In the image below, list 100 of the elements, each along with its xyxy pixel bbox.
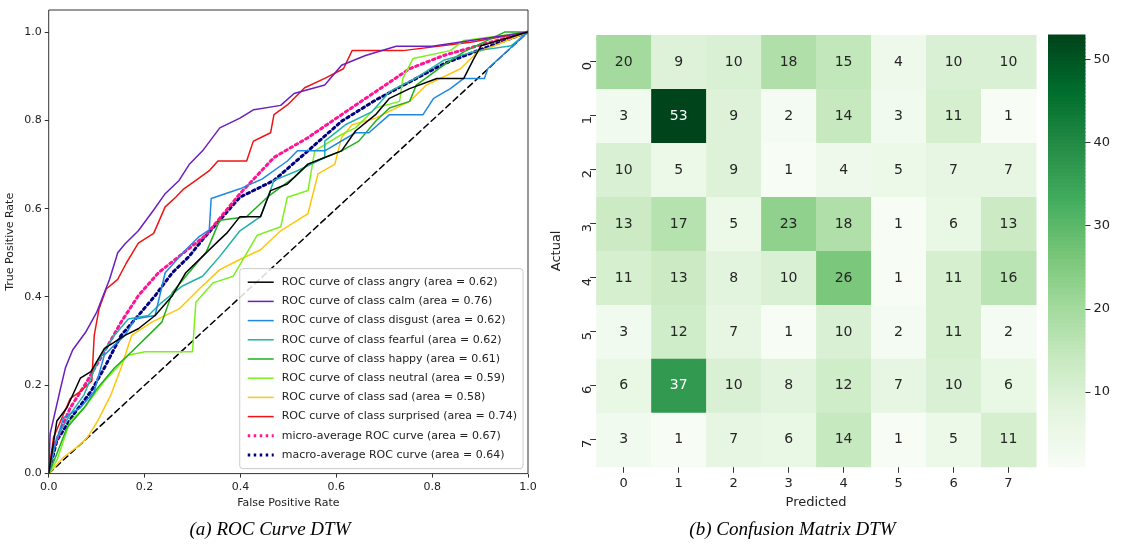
y-tick-label: 5 (578, 331, 594, 341)
data-label: 26 (834, 268, 853, 285)
text: (a) ROC Curve DTW (188, 518, 353, 540)
data-label: 11 (944, 268, 963, 285)
data-label: 18 (779, 52, 798, 69)
x-tick-label: 7 (1004, 474, 1013, 490)
legend-label: ROC curve of class calm (area = 0.76) (281, 294, 493, 308)
data-label: 10 (944, 376, 963, 393)
data-label: 8 (729, 268, 739, 285)
data-label: 1 (784, 160, 794, 177)
data-label: 7 (729, 322, 739, 339)
data-label: 1 (894, 214, 904, 231)
data-label: 23 (779, 214, 798, 231)
x-tick-label: 0.0 (39, 480, 58, 494)
x-tick-label: 0.4 (231, 480, 250, 494)
color-bar-label: 10 (1093, 383, 1110, 399)
color-bar-label: 50 (1093, 51, 1110, 67)
legend-label: ROC curve of class surprised (area = 0.74) (281, 409, 518, 423)
data-label: 7 (729, 430, 739, 447)
x-tick-label: 6 (949, 474, 958, 490)
data-label: 7 (1004, 160, 1013, 177)
data-label: 11 (944, 106, 963, 123)
data-label: 6 (949, 214, 959, 231)
x-tick-label: 5 (894, 474, 903, 490)
data-label: 53 (669, 106, 688, 123)
legend-label: ROC curve of class happy (area = 0.61) (281, 351, 500, 365)
text: (b) Confusion Matrix DTW (688, 518, 898, 540)
x-tick-label: 1 (674, 474, 683, 490)
data-label: 1 (674, 430, 684, 447)
data-label: 7 (894, 376, 904, 393)
y-tick-label: 0.6 (24, 201, 42, 215)
y-tick-label: 2 (578, 169, 594, 179)
color-bar-label: 30 (1093, 217, 1110, 233)
data-label: 18 (834, 214, 853, 231)
legend-label: ROC curve of class sad (area = 0.58) (281, 390, 486, 404)
legend-label: ROC curve of class angry (area = 0.62) (281, 275, 498, 289)
data-label: 1 (1004, 106, 1013, 123)
data-label: 10 (779, 268, 798, 285)
data-label: 3 (619, 430, 629, 447)
data-label: 10 (724, 52, 743, 69)
data-label: 1 (784, 322, 794, 339)
color-bar-label: 20 (1093, 300, 1110, 316)
data-label: 2 (784, 106, 794, 123)
x-tick-label: 0.6 (327, 480, 346, 494)
y-tick-label: 0.8 (24, 113, 42, 127)
legend-label: ROC curve of class fearful (area = 0.62) (281, 332, 502, 346)
y-tick-label: 0 (578, 61, 594, 71)
y-tick-label: 3 (578, 223, 594, 233)
data-label: 10 (944, 52, 963, 69)
data-label: 6 (784, 430, 794, 447)
data-label: 9 (729, 106, 739, 123)
data-label: 3 (894, 106, 904, 123)
data-label: 12 (834, 376, 853, 393)
data-label: 9 (674, 52, 684, 69)
data-label: 14 (834, 106, 853, 123)
data-label: 12 (669, 322, 688, 339)
data-label: 15 (834, 52, 853, 69)
legend-label: ROC curve of class neutral (area = 0.59) (281, 371, 506, 385)
x-tick-label: 1.0 (519, 480, 537, 494)
data-label: 5 (949, 430, 958, 447)
data-label: 17 (669, 214, 688, 231)
data-label: 20 (614, 52, 633, 69)
data-label: 5 (894, 160, 904, 177)
data-label: 10 (834, 322, 853, 339)
data-label: 5 (729, 214, 739, 231)
legend-label: ROC curve of class disgust (area = 0.62) (281, 313, 506, 327)
data-label: 8 (784, 376, 794, 393)
data-label: 13 (669, 268, 688, 285)
data-label: 7 (949, 160, 958, 177)
data-label: 3 (619, 106, 629, 123)
color-bar-label: 40 (1093, 134, 1110, 150)
data-label: 16 (999, 268, 1018, 285)
data-label: 4 (839, 160, 849, 177)
data-label: 2 (1004, 322, 1013, 339)
data-label: 3 (619, 322, 629, 339)
data-label: 10 (999, 52, 1018, 69)
data-label: 10 (614, 160, 633, 177)
data-label: 14 (834, 430, 853, 447)
data-label: 11 (944, 322, 963, 339)
x-tick-label: 4 (839, 474, 848, 490)
x-tick-label: 0.2 (135, 480, 154, 494)
x-tick-label: 0.8 (423, 480, 441, 494)
data-label: 2 (894, 322, 904, 339)
y-tick-label: 7 (578, 439, 594, 449)
data-label: 6 (619, 376, 629, 393)
data-label: 1 (894, 268, 904, 285)
y-tick-label: 1.0 (24, 24, 42, 38)
x-tick-label: 2 (729, 474, 738, 490)
data-label: 11 (999, 430, 1018, 447)
data-label: 13 (999, 214, 1018, 231)
legend-label: micro-average ROC curve (area = 0.67) (281, 428, 501, 442)
data-label: 1 (894, 430, 904, 447)
data-label: 37 (669, 376, 688, 393)
y-tick-label: 0.2 (24, 378, 42, 392)
y-axis-title: True Positive Rate (3, 192, 17, 292)
y-tick-label: 1 (578, 115, 594, 125)
data-label: 4 (894, 52, 904, 69)
data-label: 5 (674, 160, 684, 177)
y-tick-label: 0.4 (24, 289, 42, 303)
y-tick-label: 6 (578, 385, 594, 395)
